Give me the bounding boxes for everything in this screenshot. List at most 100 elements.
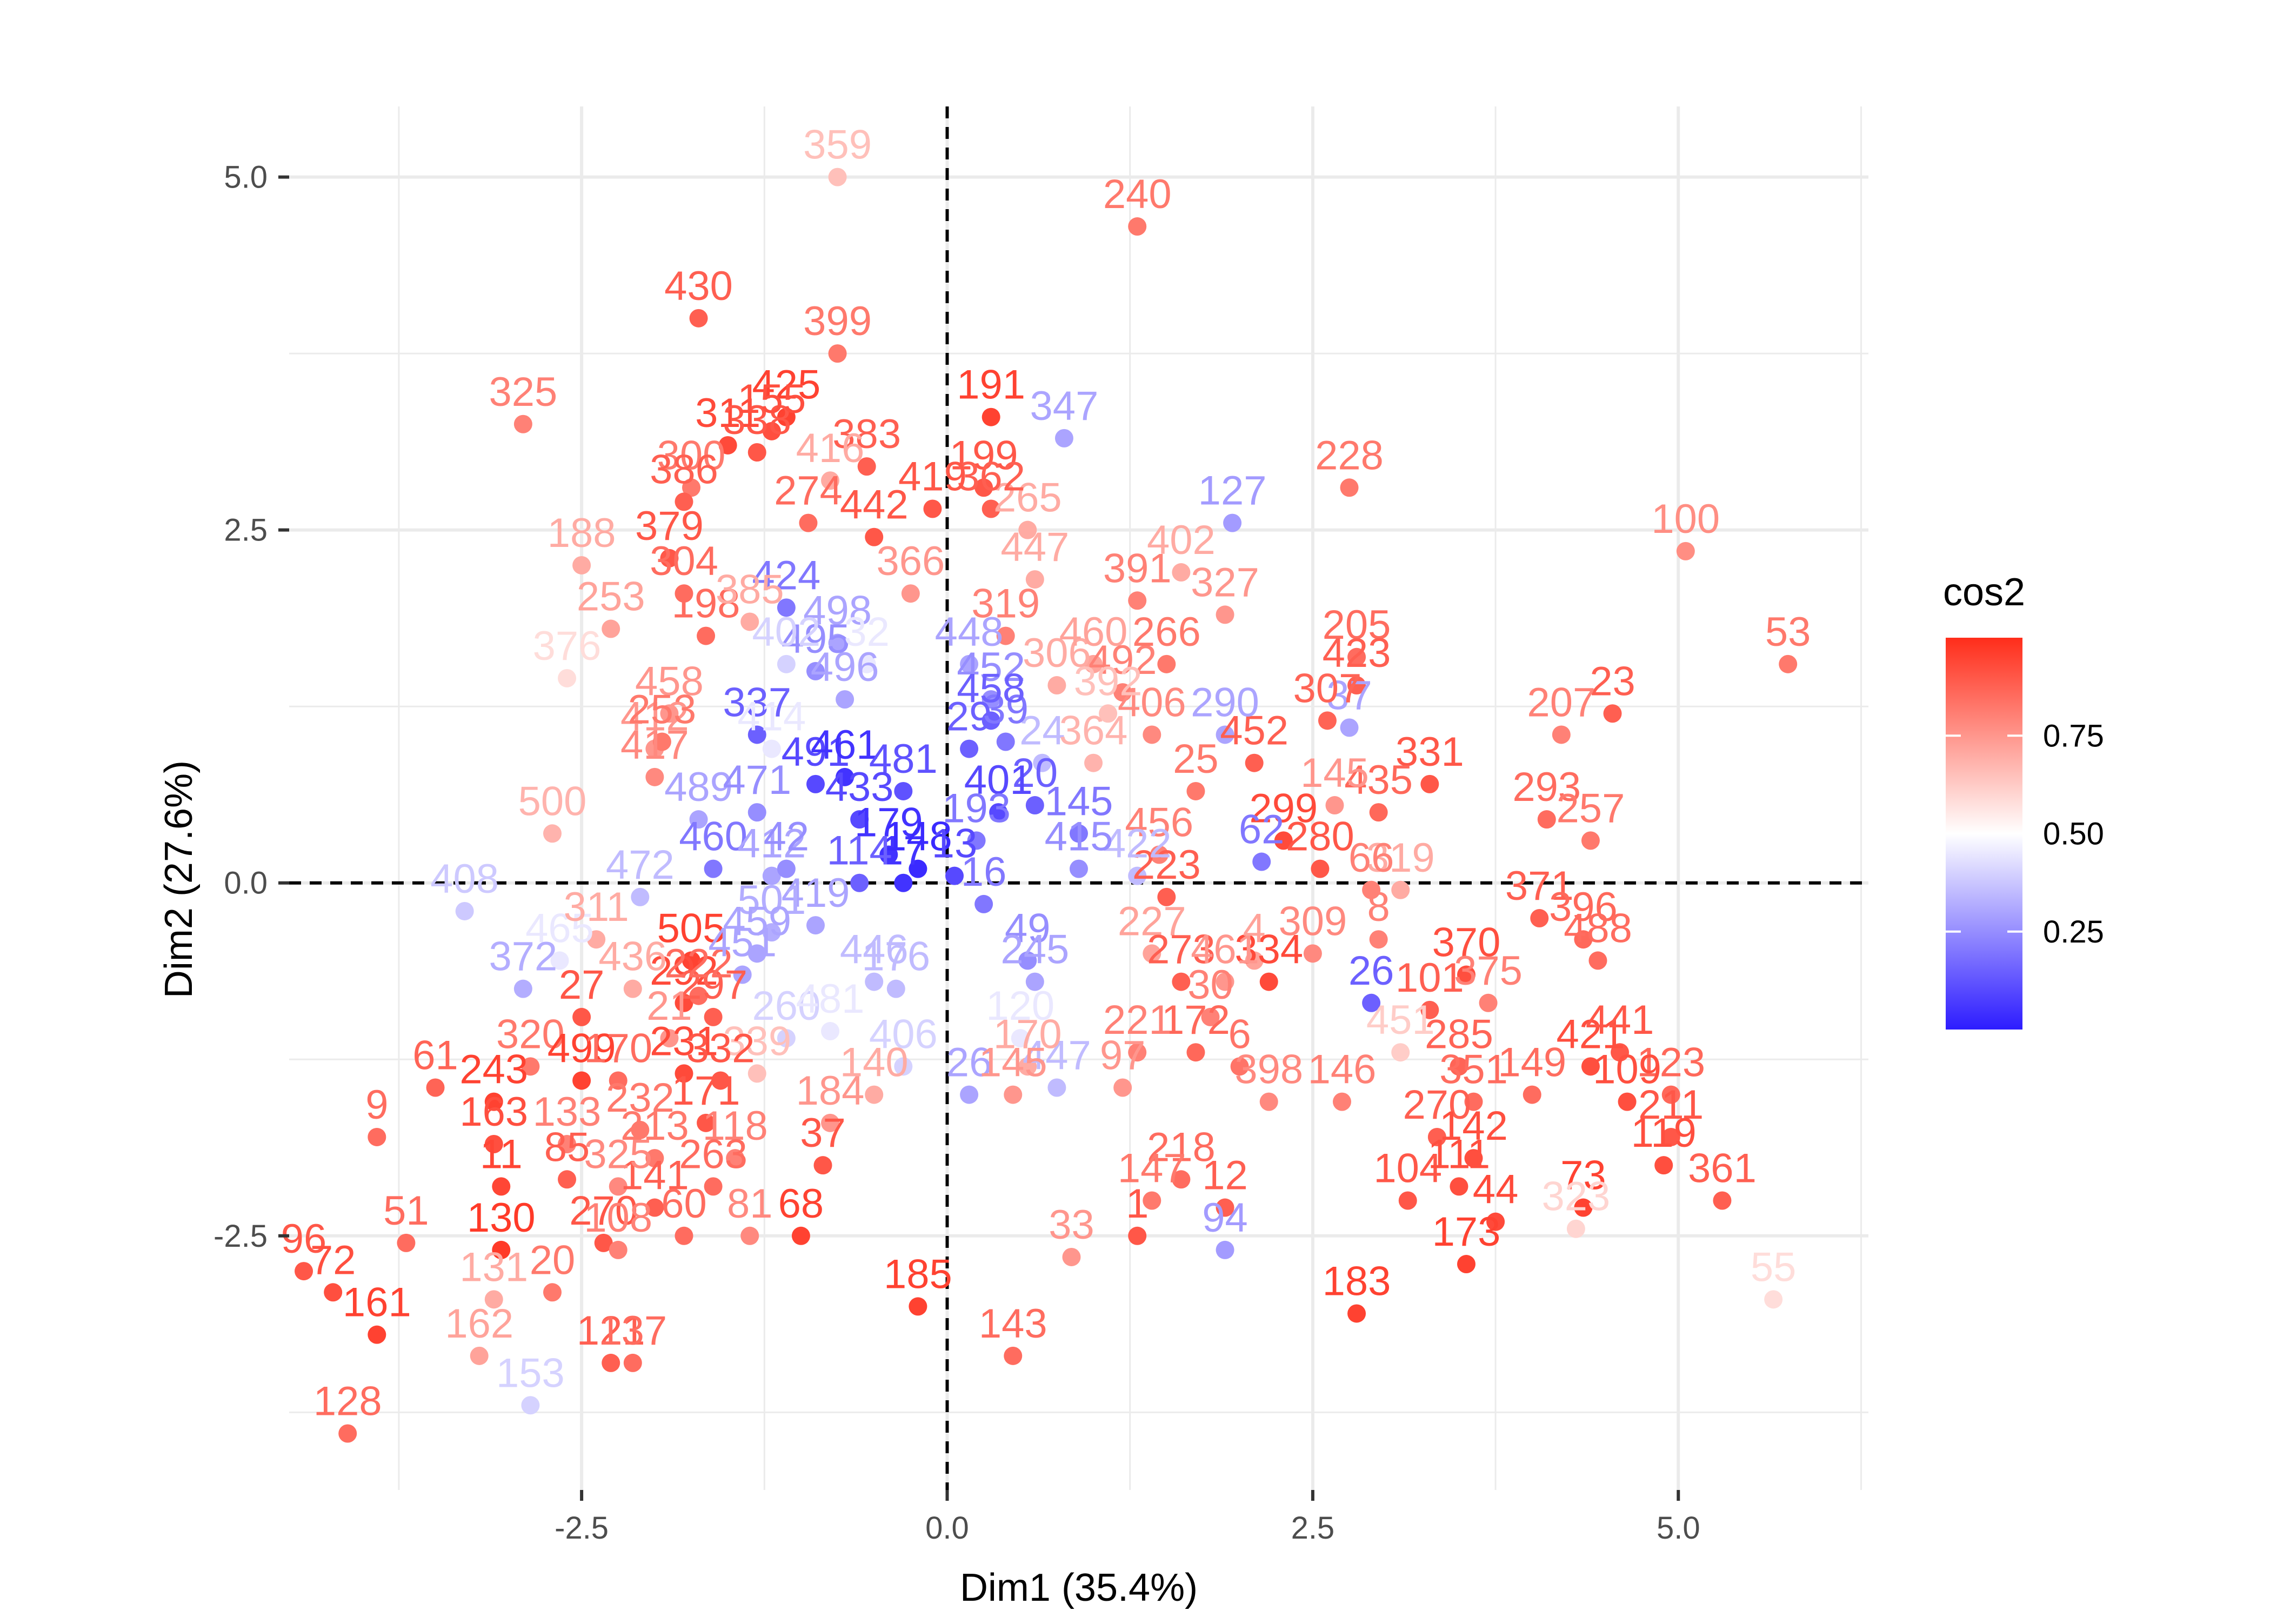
data-point xyxy=(1245,753,1264,772)
data-point xyxy=(1172,563,1191,582)
point-label: 17 xyxy=(880,828,926,874)
data-point xyxy=(836,767,854,786)
point-label: 402 xyxy=(752,609,820,655)
point-label: 162 xyxy=(445,1301,513,1347)
point-label: 81 xyxy=(727,1181,773,1227)
data-point xyxy=(609,1071,627,1090)
point-label: 16 xyxy=(961,849,1007,895)
data-point xyxy=(828,633,847,652)
point-label: 253 xyxy=(577,574,645,620)
data-point xyxy=(894,781,913,800)
point-label: 501 xyxy=(737,877,806,923)
data-point xyxy=(1172,1170,1191,1189)
point-label: 51 xyxy=(383,1188,429,1234)
data-point xyxy=(821,1113,840,1132)
data-point xyxy=(1084,654,1103,673)
point-label: 461 xyxy=(1191,927,1259,973)
point-label: 265 xyxy=(993,475,1062,521)
point-label: 379 xyxy=(635,503,704,549)
point-label: 101 xyxy=(1396,955,1464,1001)
data-point xyxy=(828,168,847,186)
data-point xyxy=(1259,1092,1278,1111)
data-point xyxy=(1603,704,1622,723)
point-label: 163 xyxy=(459,1089,528,1135)
point-label: 253 xyxy=(628,687,697,733)
data-point xyxy=(704,859,723,878)
point-label: 127 xyxy=(1198,468,1267,514)
point-label: 435 xyxy=(1344,757,1413,803)
point-label: 280 xyxy=(1286,814,1354,860)
data-point xyxy=(1450,1057,1468,1076)
point-label: 331 xyxy=(1396,729,1464,775)
point-label: 128 xyxy=(313,1379,382,1425)
point-label: 20 xyxy=(1012,750,1058,796)
data-point xyxy=(572,1007,591,1026)
point-label: 211 xyxy=(1638,1082,1704,1128)
data-point xyxy=(740,612,759,631)
data-point xyxy=(587,930,606,949)
point-label: 153 xyxy=(496,1350,565,1396)
point-label: 141 xyxy=(620,1153,689,1199)
legend-tick-label: 0.50 xyxy=(2043,817,2104,852)
data-point xyxy=(295,1262,313,1281)
data-point xyxy=(1252,852,1271,871)
data-point xyxy=(828,344,847,363)
data-point xyxy=(740,1226,759,1245)
data-point xyxy=(1574,1198,1593,1217)
data-point xyxy=(1347,647,1366,666)
data-point xyxy=(368,1325,386,1344)
point-label: 172 xyxy=(1161,997,1230,1043)
data-point xyxy=(923,499,942,518)
point-label: 257 xyxy=(1557,785,1625,831)
point-label: 121 xyxy=(577,1308,645,1354)
data-point xyxy=(1347,1304,1366,1323)
point-label: 496 xyxy=(811,644,879,690)
point-label: 421 xyxy=(1557,1011,1625,1057)
point-label: 364 xyxy=(1059,708,1128,754)
point-label: 311 xyxy=(564,884,629,930)
point-label: 456 xyxy=(1125,799,1193,845)
point-label: 290 xyxy=(1191,679,1259,725)
data-point xyxy=(1201,1007,1220,1026)
y-axis-title: Dim2 (27.6%) xyxy=(157,760,201,998)
point-label: 146 xyxy=(1308,1047,1377,1093)
data-point xyxy=(558,1135,577,1153)
point-label: 147 xyxy=(1118,1145,1186,1191)
point-label: 263 xyxy=(679,1131,747,1177)
point-label: 21 xyxy=(646,983,692,1029)
y-tick-label: -2.5 xyxy=(213,1219,268,1254)
data-point xyxy=(1054,429,1073,447)
point-label: 491 xyxy=(782,729,850,775)
data-point xyxy=(1530,909,1549,928)
legend-tick-label: 0.75 xyxy=(2043,718,2104,753)
data-point xyxy=(645,1198,664,1217)
data-point xyxy=(1713,1191,1732,1210)
point-label: 11 xyxy=(480,1131,523,1177)
data-point xyxy=(1325,796,1344,815)
y-tick-label: 5.0 xyxy=(224,160,268,195)
data-point xyxy=(799,513,818,532)
data-point xyxy=(836,690,854,709)
point-label: 392 xyxy=(1074,658,1143,704)
data-point xyxy=(1611,1043,1630,1062)
data-point xyxy=(1004,1346,1023,1365)
data-point xyxy=(1654,1156,1673,1175)
data-point xyxy=(1216,605,1234,624)
data-point xyxy=(982,690,1000,709)
point-label: 223 xyxy=(1132,842,1201,888)
data-point xyxy=(777,598,796,617)
data-point xyxy=(1311,859,1330,878)
data-point xyxy=(602,619,620,638)
data-point xyxy=(982,499,1000,518)
data-point xyxy=(1369,930,1388,949)
point-label: 327 xyxy=(1191,559,1259,605)
data-point xyxy=(747,725,766,744)
data-point xyxy=(1450,1177,1468,1196)
data-point xyxy=(645,767,664,786)
point-label: 332 xyxy=(686,1025,755,1071)
point-label: 417 xyxy=(620,722,689,768)
point-label: 25 xyxy=(1173,736,1219,782)
data-point xyxy=(1186,1043,1205,1062)
point-label: 436 xyxy=(598,934,667,980)
